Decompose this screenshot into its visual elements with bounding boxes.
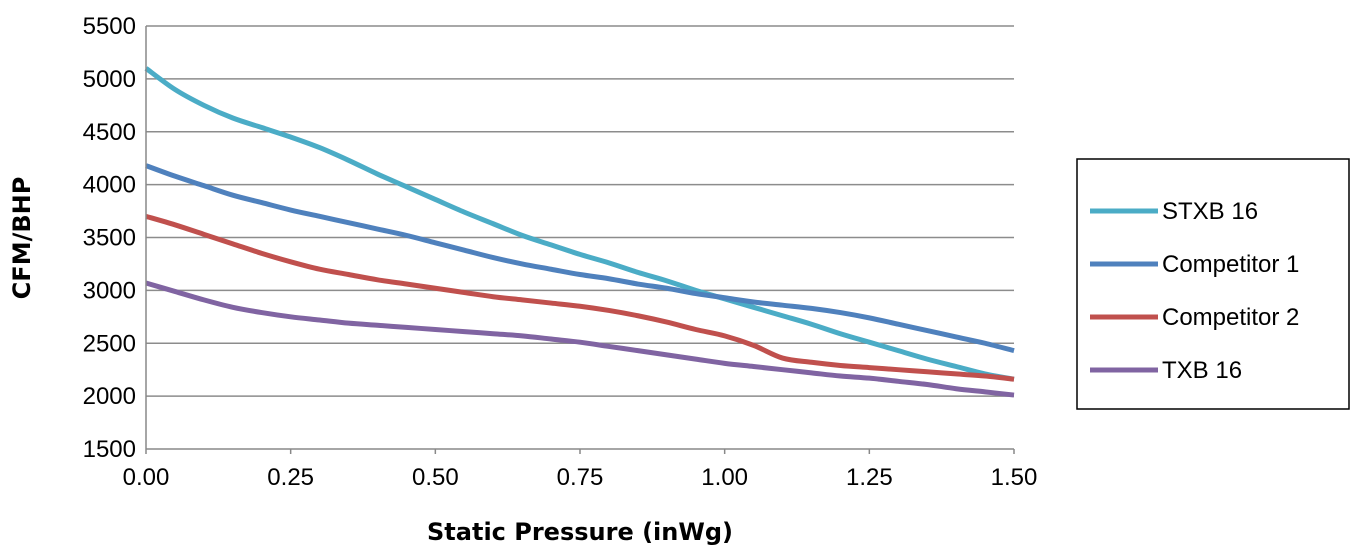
legend: STXB 16 Competitor 1 Competitor 2 TXB 16 — [1076, 158, 1350, 410]
gridlines — [146, 25, 1014, 397]
x-axis-tick-labels: 0.00 0.25 0.50 0.75 1.00 1.25 1.50 — [123, 449, 1038, 491]
y-tick-label-5500: 5500 — [83, 13, 136, 40]
series-line-stxb-16 — [144, 66, 1015, 382]
y-tick-label-5000: 5000 — [83, 66, 136, 93]
legend-label-stxb-16: STXB 16 — [1162, 198, 1258, 225]
x-tick-label-0.25: 0.25 — [267, 464, 314, 491]
x-tick-label-0.00: 0.00 — [123, 464, 170, 491]
y-tick-label-1500: 1500 — [83, 436, 136, 463]
y-tick-label-2000: 2000 — [83, 383, 136, 410]
y-axis-tick-labels: 1500 2000 2500 3000 3500 4000 4500 5000 5500 — [83, 13, 136, 463]
x-tick-label-1.50: 1.50 — [991, 464, 1038, 491]
y-tick-label-4000: 4000 — [83, 172, 136, 199]
y-tick-label-3500: 3500 — [83, 225, 136, 252]
x-tick-label-1.25: 1.25 — [846, 464, 893, 491]
series-line-txb-16 — [145, 280, 1015, 398]
y-tick-label-4500: 4500 — [83, 119, 136, 146]
series-lines — [144, 66, 1015, 398]
legend-label-competitor-2: Competitor 2 — [1162, 304, 1299, 331]
y-axis-title: CFM/BHP — [8, 177, 36, 300]
y-tick-label-2500: 2500 — [83, 330, 136, 357]
series-line-competitor-2 — [145, 213, 1015, 382]
x-tick-label-0.75: 0.75 — [557, 464, 604, 491]
legend-items: STXB 16 Competitor 1 Competitor 2 TXB 16 — [1090, 198, 1299, 384]
x-axis-title: Static Pressure (inWg) — [427, 518, 733, 546]
x-tick-label-1.00: 1.00 — [701, 464, 748, 491]
legend-box — [1076, 158, 1350, 410]
x-tick-label-0.50: 0.50 — [412, 464, 459, 491]
legend-label-txb-16: TXB 16 — [1162, 357, 1242, 384]
y-tick-label-3000: 3000 — [83, 277, 136, 304]
series-line-competitor-1 — [145, 163, 1015, 354]
legend-label-competitor-1: Competitor 1 — [1162, 251, 1299, 278]
